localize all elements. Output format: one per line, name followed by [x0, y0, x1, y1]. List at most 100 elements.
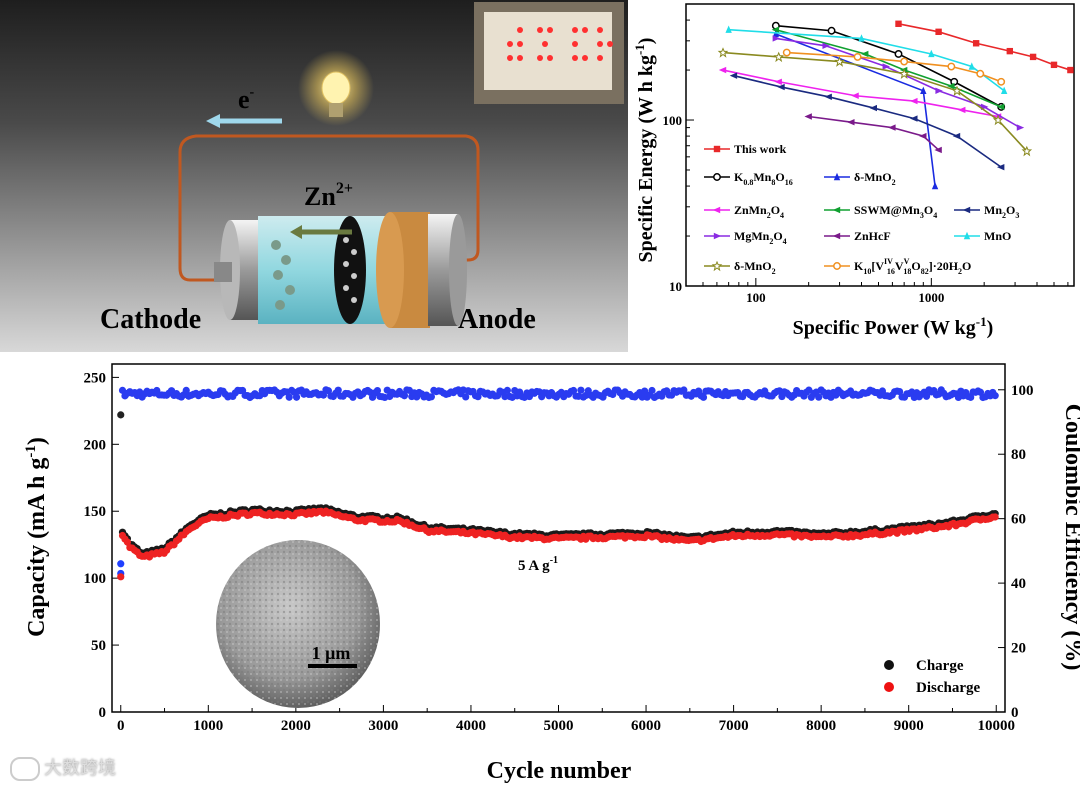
cycling-x-tick-label: 8000	[806, 718, 836, 734]
ragone-series-9-point	[717, 47, 729, 58]
ce-point	[815, 393, 823, 401]
cycling-legend-label: Charge	[916, 658, 964, 674]
ragone-series-10-point	[853, 52, 862, 61]
ragone-legend-label: MgMn2O4	[734, 229, 787, 246]
discharge-point-cycle-1	[117, 573, 125, 581]
ragone-series-9-point	[773, 51, 785, 63]
ragone-plot: 100 1000 10 100 This work K0.8Mn8O16 δ-MnO2 Zn…	[632, 3, 1075, 339]
ragone-legend-label: MnO	[984, 229, 1011, 243]
sem-inset: 1 μm	[216, 540, 380, 708]
cycling-legend-marker	[884, 682, 894, 692]
ragone-series-7-point	[934, 146, 942, 154]
ce-point	[285, 393, 293, 401]
ragone-series-8-point	[725, 25, 732, 33]
watermark: 大数跨境	[10, 754, 116, 781]
rate-annotation: 5 A g-1	[518, 555, 558, 574]
ragone-series-2-point	[920, 86, 927, 94]
cycling-x-tick-label: 1000	[193, 718, 223, 734]
ragone-series-8-point	[928, 49, 935, 58]
ragone-series-1-point	[894, 50, 903, 58]
capacity-y-tick-label: 0	[99, 705, 107, 721]
ragone-series-6-point	[1016, 124, 1025, 131]
ragone-series-7-line	[808, 115, 940, 151]
capacity-y-tick-label: 200	[84, 437, 107, 453]
ragone-series-7-point	[888, 124, 896, 131]
ragone-legend-marker	[962, 206, 971, 214]
ragone-series-5-point	[910, 115, 918, 122]
ce-point	[967, 393, 975, 401]
ragone-legend-label: Mn2O3	[984, 203, 1019, 220]
charge-point-cycle-1	[117, 411, 125, 419]
ragone-series-7-point	[919, 132, 927, 140]
ragone-series-3-point	[910, 97, 918, 105]
cycling-x-tick-label: 7000	[719, 718, 749, 734]
ce-point	[503, 386, 511, 394]
ragone-series-0-point	[972, 40, 980, 47]
ce-point-cycle-2	[117, 560, 125, 568]
ce-point	[400, 392, 409, 400]
ragone-series-5-point	[996, 163, 1005, 171]
ragone-series-8-point	[968, 62, 975, 70]
cycling-legend-marker	[884, 660, 894, 670]
ce-point	[922, 392, 931, 400]
coulombic-efficiency-series	[117, 386, 999, 578]
capacity-y-tick-label: 250	[84, 370, 107, 386]
ragone-series-5-point	[869, 104, 877, 112]
ce-y-tick-label: 40	[1011, 576, 1026, 592]
ragone-series-0-point	[1006, 47, 1014, 55]
ce-point	[292, 393, 301, 401]
ragone-series-5-point	[729, 72, 738, 79]
ragone-series-3-point	[718, 66, 727, 74]
discharge-point	[991, 513, 999, 521]
ragone-series-1-point	[827, 26, 836, 35]
ragone-series-4-point	[771, 26, 780, 33]
ce-point	[373, 386, 382, 395]
ragone-series-3-line	[722, 69, 999, 118]
ragone-legend-label: ZnHcF	[854, 229, 891, 243]
ce-y-tick-label: 0	[1011, 705, 1019, 721]
ragone-legend-label: δ-MnO2	[734, 259, 776, 276]
ragone-legend-label: K10[VIV 16VV 18O82]·20H2O	[854, 257, 971, 276]
watermark-logo-icon	[10, 757, 40, 781]
ce-point	[569, 386, 578, 395]
ragone-series-3-point	[774, 78, 782, 85]
ragone-y-tick-label: 100	[663, 113, 683, 128]
ragone-legend-marker	[711, 260, 723, 272]
ragone-legend-label: δ-MnO2	[854, 170, 896, 187]
ragone-series-0-point	[1067, 66, 1074, 74]
capacity-y-tick-label: 50	[91, 638, 106, 654]
ragone-series-0-point	[1050, 61, 1058, 69]
ragone-series-4-point	[947, 82, 955, 90]
ragone-series-6-point	[882, 63, 890, 70]
ragone-series-10-point	[997, 77, 1006, 86]
ragone-legend-marker	[713, 173, 721, 181]
ragone-series-7-point	[804, 113, 812, 120]
ragone-series-8-point	[858, 34, 865, 42]
ragone-series-9-point	[1021, 145, 1033, 157]
ragone-series-10-point	[782, 48, 791, 57]
ragone-series-5-point	[952, 132, 961, 140]
ragone-legend-label: This work	[734, 142, 787, 156]
ragone-series-10-point	[976, 69, 985, 78]
ragone-legend-marker	[833, 172, 841, 181]
ce-point	[648, 386, 656, 395]
ce-point	[641, 387, 649, 395]
cycling-x-axis-title: Cycle number	[487, 758, 632, 784]
ragone-series-8-point	[1000, 86, 1008, 94]
ragone-legend-marker	[712, 206, 721, 214]
battery-schematic: e- Zn2+ Cathode Anode	[0, 0, 628, 352]
ragone-series-5-point	[824, 93, 832, 100]
ce-point	[895, 387, 904, 396]
ragone-legend-marker	[713, 145, 721, 153]
lightbulb-icon	[321, 71, 351, 105]
ragone-series-9-point	[992, 114, 1004, 126]
ragone-series-0-point	[895, 20, 902, 27]
electron-flow-arrow	[206, 114, 282, 128]
ce-y-tick-label: 60	[1011, 512, 1026, 528]
ragone-x-axis-title: Specific Power (W kg-1)	[793, 314, 994, 339]
ce-point	[462, 393, 470, 401]
cycling-x-tick-label: 2000	[281, 718, 311, 734]
cycling-plot: 0 1000 2000 3000 4000 5000 6000 7000 8000 9000 100…	[23, 363, 1080, 784]
zinc-ion-label: Zn2+	[304, 180, 353, 211]
